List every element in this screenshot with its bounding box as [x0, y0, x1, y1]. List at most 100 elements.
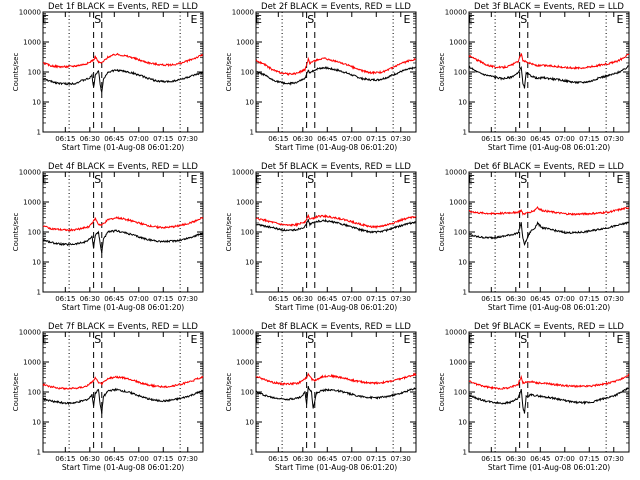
y-tick-label: 10 — [32, 419, 41, 427]
y-tick-label: 10 — [245, 419, 254, 427]
panel-det-2: Det 2f BLACK = Events, RED = LLD 1 10 100 10… — [225, 2, 417, 152]
panel-title: Det 2f BLACK = Events, RED = LLD — [261, 2, 411, 12]
plot-frame — [255, 171, 417, 293]
x-tick-label: 06:45 — [104, 295, 124, 303]
y-tick-label: 1000 — [236, 199, 254, 207]
event-marker: E — [191, 333, 198, 346]
event-marker: S — [520, 173, 527, 186]
event-marker: S — [520, 333, 527, 346]
x-tick-label: 06:45 — [104, 135, 124, 143]
event-marker: S — [307, 333, 314, 346]
x-tick-label: 07:15 — [153, 135, 173, 143]
series-line-black — [255, 218, 417, 234]
x-tick-label: 06:15 — [55, 295, 75, 303]
x-tick-label: 06:30 — [293, 455, 313, 463]
y-axis-label: Counts/sec — [438, 213, 446, 252]
x-axis-label: Start Time (01-Aug-08 06:01:20) — [275, 143, 397, 152]
x-tick-label: 07:00 — [129, 135, 149, 143]
series-line-black — [42, 387, 204, 414]
series-line-red — [255, 372, 417, 386]
event-marker: S — [94, 333, 101, 346]
y-axis-label: Counts/sec — [438, 53, 446, 92]
event-marker: S — [307, 13, 314, 26]
series-line-red — [468, 53, 630, 70]
y-tick-label: 100 — [28, 389, 41, 397]
x-tick-label: 06:30 — [293, 295, 313, 303]
x-tick-label: 06:45 — [530, 135, 550, 143]
event-marker: E — [404, 173, 411, 186]
x-tick-label: 06:45 — [317, 135, 337, 143]
x-tick-label: 06:30 — [506, 295, 526, 303]
panel-det-5: Det 5f BLACK = Events, RED = LLD 1 10 100 10… — [225, 162, 417, 312]
event-marker: E — [42, 13, 49, 26]
panel-title: Det 6f BLACK = Events, RED = LLD — [474, 162, 624, 172]
x-axis-label: Start Time (01-Aug-08 06:01:20) — [62, 143, 184, 152]
y-tick-label: 10 — [458, 99, 467, 107]
panel-det-6: Det 6f BLACK = Events, RED = LLD 1 10 100 10… — [438, 162, 630, 312]
x-tick-label: 06:15 — [481, 455, 501, 463]
event-marker: E — [468, 13, 475, 26]
y-tick-label: 10000 — [445, 169, 467, 177]
x-tick-label: 06:15 — [268, 455, 288, 463]
y-tick-label: 10 — [245, 259, 254, 267]
plot-frame — [468, 331, 630, 453]
x-tick-label: 07:30 — [178, 455, 198, 463]
y-tick-label: 1000 — [449, 199, 467, 207]
series-line-red — [42, 215, 204, 232]
series-line-black — [468, 220, 630, 246]
x-axis-label: Start Time (01-Aug-08 06:01:20) — [62, 463, 184, 472]
plot-frame — [468, 171, 630, 293]
y-tick-label: 1 — [250, 289, 254, 297]
x-tick-label: 07:00 — [129, 455, 149, 463]
event-marker: E — [191, 173, 198, 186]
x-tick-label: 07:15 — [579, 295, 599, 303]
y-tick-label: 1 — [37, 449, 41, 457]
x-tick-label: 06:15 — [481, 295, 501, 303]
y-tick-label: 10 — [32, 259, 41, 267]
x-tick-label: 06:30 — [506, 135, 526, 143]
y-tick-label: 100 — [454, 229, 467, 237]
x-tick-label: 07:15 — [153, 295, 173, 303]
x-tick-label: 06:15 — [268, 295, 288, 303]
x-tick-label: 07:30 — [391, 455, 411, 463]
y-axis-label: Counts/sec — [225, 373, 233, 412]
y-tick-label: 1000 — [23, 39, 41, 47]
x-tick-label: 07:15 — [366, 135, 386, 143]
y-tick-label: 1000 — [23, 199, 41, 207]
y-tick-label: 10000 — [19, 169, 41, 177]
event-marker: E — [404, 13, 411, 26]
y-axis-label: Counts/sec — [12, 213, 20, 252]
series-line-red — [255, 213, 417, 230]
x-tick-label: 06:15 — [268, 135, 288, 143]
y-tick-label: 10 — [458, 419, 467, 427]
y-tick-label: 10 — [245, 99, 254, 107]
x-tick-label: 07:00 — [342, 135, 362, 143]
x-tick-label: 06:30 — [80, 135, 100, 143]
series-line-black — [42, 229, 204, 254]
y-tick-label: 100 — [241, 389, 254, 397]
x-tick-label: 07:15 — [366, 455, 386, 463]
event-marker: E — [42, 333, 49, 346]
event-marker: E — [191, 13, 198, 26]
series-line-red — [468, 373, 630, 391]
panel-title: Det 1f BLACK = Events, RED = LLD — [48, 2, 198, 12]
x-tick-label: 06:30 — [80, 295, 100, 303]
x-tick-label: 07:00 — [129, 295, 149, 303]
event-marker: E — [255, 13, 262, 26]
series-line-black — [255, 66, 417, 86]
y-tick-label: 10000 — [232, 169, 254, 177]
x-tick-label: 07:15 — [366, 295, 386, 303]
x-tick-label: 07:30 — [178, 135, 198, 143]
plot-frame — [468, 11, 630, 133]
x-axis-label: Start Time (01-Aug-08 06:01:20) — [275, 303, 397, 312]
x-tick-label: 07:30 — [604, 295, 624, 303]
x-tick-label: 07:00 — [555, 135, 575, 143]
y-tick-label: 10000 — [232, 9, 254, 17]
y-tick-label: 100 — [454, 69, 467, 77]
x-tick-label: 06:45 — [530, 295, 550, 303]
panel-det-7: Det 7f BLACK = Events, RED = LLD 1 10 100 10… — [12, 322, 204, 472]
panel-det-9: Det 9f BLACK = Events, RED = LLD 1 10 100 10… — [438, 322, 630, 472]
y-axis-label: Counts/sec — [12, 53, 20, 92]
series-line-red — [468, 206, 630, 216]
